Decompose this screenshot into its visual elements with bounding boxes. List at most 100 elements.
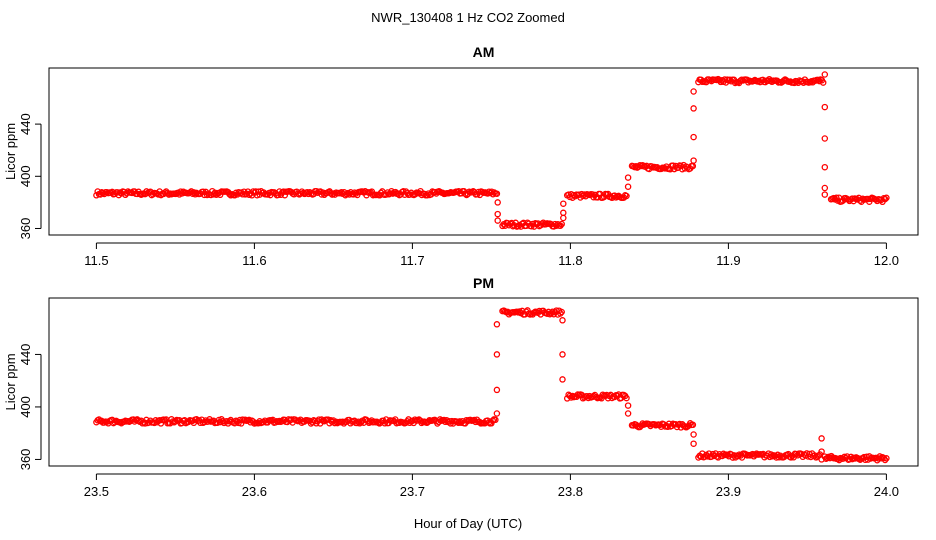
data-point — [558, 220, 565, 228]
data-point — [664, 423, 671, 431]
data-point — [313, 187, 320, 195]
data-segment — [628, 420, 697, 431]
transition-point — [818, 456, 825, 463]
y-axis-label: Licor ppm — [3, 353, 18, 410]
x-tick-label: 11.5 — [84, 253, 108, 268]
data-point — [493, 190, 501, 197]
data-point — [734, 452, 742, 460]
y-tick-label: 360 — [18, 218, 33, 240]
transition-point — [624, 410, 632, 417]
x-tick-label: 11.7 — [400, 253, 424, 268]
x-tick-label: 11.9 — [716, 253, 740, 268]
data-point — [819, 79, 827, 86]
data-point — [883, 455, 890, 462]
data-series — [93, 307, 890, 464]
figure-title: NWR_130408 1 Hz CO2 Zoomed — [371, 10, 565, 25]
data-segment — [695, 450, 824, 461]
data-segment — [93, 416, 499, 427]
transition-point — [821, 163, 829, 171]
data-segment — [563, 391, 630, 402]
transition-point — [560, 209, 567, 217]
transition-point — [559, 317, 566, 324]
x-tick-label: 12.0 — [874, 253, 899, 268]
data-point — [199, 188, 207, 195]
data-segment — [563, 190, 630, 202]
panel-title: PM — [473, 275, 494, 291]
data-segment — [821, 452, 890, 464]
data-point — [689, 421, 697, 429]
data-point — [516, 308, 523, 315]
plot-frame — [48, 67, 919, 236]
data-segment — [827, 194, 890, 206]
transition-point — [493, 351, 501, 358]
panel-0: AM Licor ppm 11.5 11.6 11.7 11.8 11.9 12.0 360 40… — [3, 44, 919, 268]
transition-point — [494, 217, 501, 224]
data-point — [353, 419, 361, 427]
y-axis-label: Licor ppm — [3, 123, 18, 180]
transition-point — [690, 105, 697, 112]
transition-point — [690, 133, 697, 141]
transition-point — [493, 410, 501, 417]
data-point — [226, 417, 233, 425]
data-point — [381, 420, 389, 427]
transition-point — [624, 183, 632, 190]
data-point — [245, 191, 253, 199]
data-point — [492, 416, 499, 424]
panels: AM Licor ppm 11.5 11.6 11.7 11.8 11.9 12.0 360 40… — [3, 44, 919, 499]
data-segment — [93, 187, 501, 199]
transition-point — [559, 351, 566, 358]
data-point — [787, 454, 795, 461]
plot-frame — [48, 297, 919, 467]
transition-point — [493, 321, 501, 328]
data-point — [557, 310, 564, 317]
data-point — [881, 195, 889, 203]
data-segment — [628, 161, 697, 173]
data-point — [197, 419, 204, 427]
x-axis-label: Hour of Day (UTC) — [414, 516, 522, 531]
transition-point — [624, 402, 632, 409]
transition-point — [690, 440, 697, 447]
data-point — [203, 191, 211, 199]
x-tick-label: 23.6 — [242, 484, 267, 499]
data-point — [883, 194, 890, 202]
transition-point — [493, 386, 501, 394]
data-point — [457, 419, 465, 426]
panel-1: PM Licor ppm 23.5 23.6 23.7 23.8 23.9 24.0 360 40… — [3, 275, 919, 499]
data-point — [141, 420, 149, 427]
transition-point — [821, 191, 829, 198]
x-tick-label: 23.9 — [716, 484, 741, 499]
transition-point — [559, 376, 566, 383]
y-tick-label: 440 — [18, 344, 33, 366]
data-point — [557, 222, 564, 229]
x-tick-label: 23.5 — [84, 484, 109, 499]
x-tick-label: 11.6 — [242, 253, 266, 268]
data-point — [558, 308, 565, 316]
data-point — [726, 76, 734, 83]
transition-point — [821, 184, 829, 192]
data-point — [253, 191, 261, 199]
panel-title: AM — [473, 44, 495, 60]
x-tick-label: 24.0 — [874, 484, 899, 499]
transition-point — [821, 135, 829, 142]
transition-point — [494, 199, 501, 206]
x-tick-label: 11.8 — [558, 253, 582, 268]
data-point — [623, 394, 630, 402]
transition-point — [818, 448, 825, 455]
y-tick-label: 400 — [18, 165, 33, 187]
data-point — [623, 192, 630, 200]
x-tick-label: 23.7 — [400, 484, 425, 499]
y-tick-label: 400 — [18, 396, 33, 418]
transition-point — [690, 88, 697, 95]
x-tick-label: 23.8 — [558, 484, 583, 499]
transition-point — [821, 103, 829, 111]
data-segment — [499, 307, 565, 318]
data-point — [814, 76, 822, 84]
transition-point — [494, 210, 501, 218]
data-series — [93, 71, 890, 230]
transition-point — [560, 214, 567, 222]
transition-point — [821, 71, 829, 78]
transition-point — [818, 435, 825, 442]
data-segment — [695, 75, 827, 87]
